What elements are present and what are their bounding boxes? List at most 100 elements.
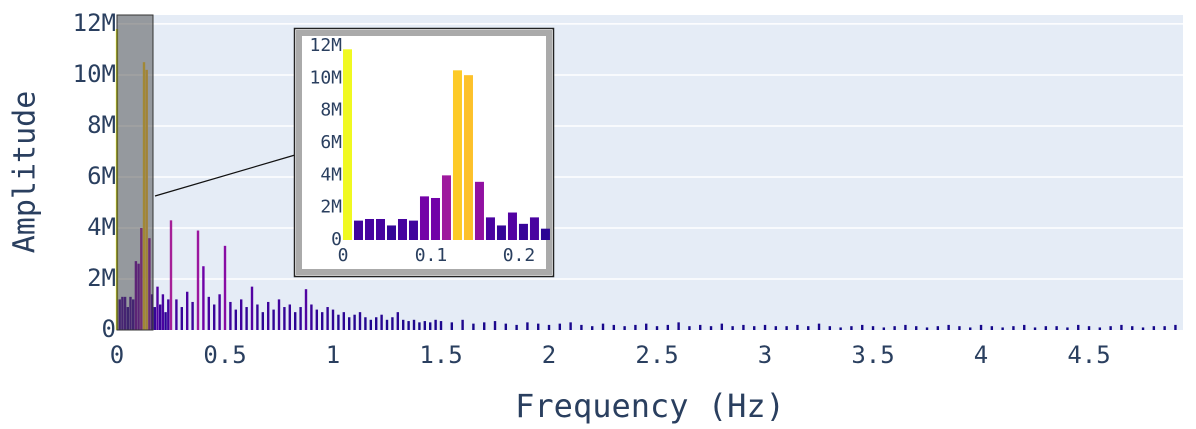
zoom-connector	[154, 154, 296, 197]
bar	[412, 319, 416, 330]
bar	[688, 326, 691, 330]
bar	[893, 326, 896, 330]
bar	[229, 301, 232, 330]
x-tick-label: 1.5	[419, 341, 462, 369]
bar	[191, 301, 194, 330]
x-tick-label: 3.5	[851, 341, 894, 369]
bar	[472, 323, 475, 330]
bar	[461, 319, 464, 330]
y-tick-label: 10M	[73, 60, 116, 88]
bar	[342, 312, 346, 330]
bar	[272, 309, 275, 330]
y-tick-label: 4M	[87, 213, 116, 241]
bar	[483, 322, 486, 330]
bar	[240, 299, 243, 330]
bar	[1023, 324, 1026, 330]
bar	[304, 289, 308, 330]
bar	[526, 322, 529, 330]
x-tick-label: 1	[326, 341, 340, 369]
bar	[925, 327, 929, 330]
y-tick-label: 2M	[320, 197, 342, 218]
bar	[159, 304, 162, 330]
bar	[196, 230, 200, 330]
bar	[294, 312, 297, 330]
bar	[380, 314, 383, 330]
bar	[979, 324, 983, 330]
y-tick-label: 12M	[73, 9, 116, 37]
bar	[731, 326, 734, 330]
bar	[321, 312, 324, 330]
y-tick-label: 8M	[87, 111, 116, 139]
bar	[419, 196, 429, 240]
inset-border	[296, 30, 552, 275]
bar	[385, 319, 389, 330]
bar	[348, 317, 351, 330]
bar	[299, 307, 302, 330]
bar	[645, 323, 648, 330]
bar	[207, 296, 211, 330]
bar	[850, 326, 853, 330]
bar	[958, 326, 961, 330]
bar	[315, 309, 319, 330]
bar	[1077, 324, 1080, 330]
bar	[353, 314, 356, 330]
bar	[990, 326, 994, 330]
bar	[186, 291, 189, 330]
bar	[1055, 326, 1058, 330]
bar	[423, 321, 427, 330]
bar	[507, 212, 517, 240]
bar	[375, 218, 385, 240]
bar	[915, 326, 918, 330]
bar	[547, 324, 551, 330]
bar	[429, 322, 432, 330]
bar	[1141, 327, 1145, 330]
bar	[202, 266, 205, 330]
bar	[1001, 327, 1004, 330]
bar	[1087, 326, 1091, 330]
bar	[882, 327, 886, 330]
bar	[540, 228, 550, 240]
bar	[223, 245, 227, 330]
bar	[677, 322, 680, 330]
bar	[529, 217, 539, 240]
bar	[283, 307, 286, 330]
bar	[343, 49, 352, 241]
bar	[742, 324, 745, 330]
bar	[364, 218, 374, 240]
bar	[234, 309, 238, 330]
bar	[169, 220, 173, 330]
bar	[288, 304, 292, 330]
bar	[450, 322, 454, 330]
bar	[153, 307, 157, 330]
x-tick-label: 0	[338, 245, 349, 266]
x-tick-label: 0.2	[503, 245, 536, 266]
bar	[439, 321, 443, 330]
bar	[245, 307, 248, 330]
x-tick-label: 4.5	[1067, 341, 1110, 369]
bar	[720, 323, 724, 330]
bar	[785, 326, 788, 330]
bar	[430, 197, 440, 240]
bar	[655, 326, 659, 330]
bar	[580, 324, 583, 330]
bar	[353, 220, 363, 240]
bar	[1152, 326, 1156, 330]
bar	[180, 307, 184, 330]
bar	[396, 312, 400, 330]
x-tick-label: 3	[758, 341, 772, 369]
bar	[666, 324, 670, 330]
x-tick-label: 0	[110, 341, 124, 369]
bar	[369, 319, 373, 330]
bar	[364, 317, 367, 330]
x-tick-label: 2	[542, 341, 556, 369]
bar	[969, 327, 972, 330]
bar	[904, 324, 907, 330]
bar	[537, 323, 540, 330]
bar	[391, 317, 394, 330]
x-tick-label: 0.5	[203, 341, 246, 369]
bar	[331, 309, 335, 330]
y-tick-label: 10M	[309, 67, 342, 88]
bar	[515, 324, 518, 330]
